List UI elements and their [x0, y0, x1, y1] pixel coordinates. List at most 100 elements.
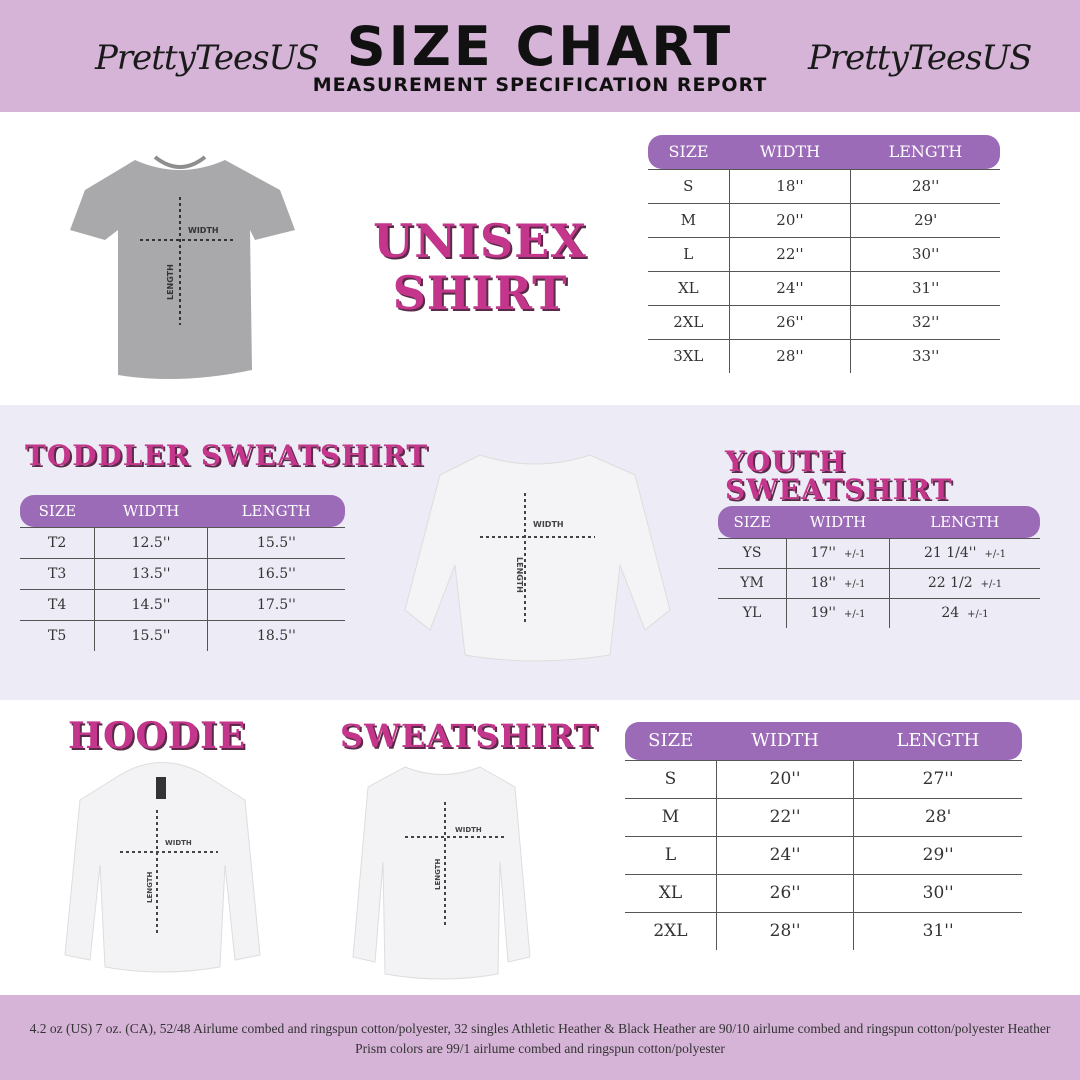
table-cell: 15.5''	[94, 619, 208, 651]
table-cell: 21 1/4'' +/-1	[889, 537, 1040, 568]
width-label: WIDTH	[455, 826, 482, 834]
table-cell: XL	[648, 270, 730, 305]
table-cell: 31''	[850, 270, 1000, 305]
cell-value: 29'	[914, 211, 938, 229]
cell-value: 19''	[810, 605, 837, 622]
cell-value: 27''	[922, 769, 954, 789]
sweatshirt-illustration: WIDTH LENGTH	[352, 766, 531, 980]
table-cell: 28''	[850, 168, 1000, 203]
cell-value: XL	[658, 883, 683, 903]
table-row: S 18'' 28''	[648, 168, 1000, 203]
cell-value: 18''	[776, 177, 804, 195]
table-cell: 18.5''	[206, 619, 345, 651]
table-cell: 14.5''	[94, 588, 208, 620]
width-label: WIDTH	[165, 839, 192, 847]
table-cell: 26''	[728, 304, 851, 339]
table-cell: T4	[20, 588, 95, 620]
cell-value: L	[683, 245, 694, 263]
brand-logo-left: PrettyTeesUS	[95, 38, 319, 78]
column-header-width: WIDTH	[729, 135, 851, 169]
cell-value: 28''	[912, 177, 940, 195]
cell-value: 30''	[912, 245, 940, 263]
table-cell: 24 +/-1	[889, 597, 1040, 628]
cell-value: 30''	[922, 883, 954, 903]
table-row: YL 19'' +/-1 24 +/-1	[718, 597, 1040, 628]
cell-value: L	[664, 845, 677, 865]
tshirt-illustration: WIDTH LENGTH	[70, 155, 295, 379]
hoodie-illustration: WIDTH LENGTH	[64, 762, 261, 973]
column-header-width: WIDTH	[94, 495, 208, 527]
table-cell: L	[625, 835, 717, 874]
cell-value: 20''	[769, 769, 801, 789]
table-cell: 17'' +/-1	[786, 537, 890, 568]
tolerance-note: +/-1	[980, 579, 1003, 590]
brand-logo-right: PrettyTeesUS	[808, 38, 1032, 78]
table-cell: 18''	[728, 168, 851, 203]
table-row: XL 24'' 31''	[648, 270, 1000, 305]
table-cell: 28''	[728, 338, 851, 373]
cell-value: 22''	[769, 807, 801, 827]
tolerance-note: +/-1	[844, 549, 866, 560]
table-cell: 22''	[715, 797, 854, 836]
cell-value: 22 1/2	[927, 575, 973, 591]
table-cell: 18'' +/-1	[786, 567, 890, 598]
table-cell: 30''	[853, 873, 1022, 912]
page-title: SIZE CHART	[346, 15, 734, 78]
cell-value: 24''	[769, 845, 801, 865]
cell-value: 26''	[769, 883, 801, 903]
cell-value: 24	[941, 605, 960, 622]
cell-value: 24''	[776, 279, 804, 297]
table-cell: L	[648, 236, 730, 271]
column-header-size: SIZE	[648, 135, 730, 169]
table-cell: 24''	[715, 835, 854, 874]
cell-value: 22''	[776, 245, 804, 263]
column-header-length: LENGTH	[850, 135, 1000, 169]
table-cell: 33''	[850, 338, 1000, 373]
tolerance-note: +/-1	[967, 609, 989, 621]
column-header-size: SIZE	[625, 722, 717, 760]
footer-fabric-note: 4.2 oz (US) 7 oz. (CA), 52/48 Airlume co…	[0, 995, 1080, 1080]
length-label: LENGTH	[146, 872, 154, 903]
cell-value: YM	[740, 575, 764, 591]
cell-value: 26''	[776, 313, 804, 331]
table-cell: T2	[20, 526, 95, 558]
table-cell: M	[625, 797, 717, 836]
table-cell: 22 1/2 +/-1	[889, 567, 1040, 598]
table-cell: S	[625, 759, 717, 798]
table-cell: M	[648, 202, 730, 237]
cell-value: T5	[48, 627, 67, 644]
length-label: LENGTH	[515, 557, 524, 593]
table-cell: 32''	[850, 304, 1000, 339]
table-cell: YL	[718, 597, 787, 628]
column-header-length: LENGTH	[207, 495, 345, 527]
sweatshirt-title: SWEATSHIRT	[340, 717, 599, 755]
cell-value: 3XL	[673, 347, 704, 366]
table-row: 3XL 28'' 33''	[648, 338, 1000, 373]
table-cell: 20''	[715, 759, 854, 798]
cell-value: 32''	[912, 313, 940, 331]
cell-value: 13.5''	[131, 565, 171, 582]
cell-value: 21 1/4''	[924, 545, 977, 561]
tolerance-note: +/-1	[984, 549, 1007, 560]
table-row: T5 15.5'' 18.5''	[20, 619, 345, 651]
table-cell: 27''	[853, 759, 1022, 798]
hoodie-title: HOODIE	[68, 715, 247, 757]
column-header-width: WIDTH	[786, 506, 890, 538]
table-cell: T5	[20, 619, 95, 651]
cell-value: 2XL	[673, 313, 704, 331]
table-cell: 22''	[728, 236, 851, 271]
column-header-width: WIDTH	[716, 722, 854, 760]
table-cell: 28'	[853, 797, 1022, 836]
table-cell: 20''	[728, 202, 851, 237]
table-row: L 24'' 29''	[625, 835, 1022, 874]
cell-value: T4	[48, 596, 67, 613]
column-header-length: LENGTH	[853, 722, 1022, 760]
unisex-size-table: SIZE WIDTH LENGTH S 18'' 28'' M 20'' 29' L 22'' 30'…	[648, 135, 1000, 373]
width-label: WIDTH	[533, 520, 564, 529]
cell-value: T2	[48, 534, 67, 551]
table-cell: 3XL	[648, 338, 730, 373]
table-cell: S	[648, 168, 730, 203]
page-subtitle: MEASUREMENT SPECIFICATION REPORT	[312, 74, 768, 96]
cell-value: 29''	[922, 845, 954, 865]
cell-value: 15.5''	[131, 627, 171, 644]
